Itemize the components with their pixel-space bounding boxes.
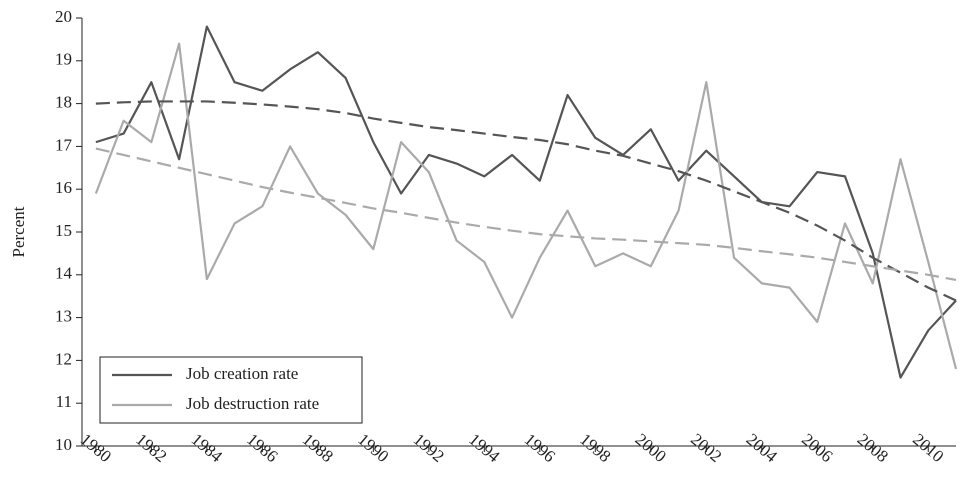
- legend-label: Job destruction rate: [186, 394, 319, 413]
- y-tick-label: 12: [55, 349, 72, 368]
- y-tick-label: 16: [55, 178, 72, 197]
- x-tick-label: 2004: [743, 430, 782, 467]
- y-tick-label: 10: [55, 435, 72, 454]
- y-tick-label: 19: [55, 50, 72, 69]
- x-tick-label: 2002: [687, 430, 725, 466]
- x-tick-label: 1998: [576, 430, 614, 466]
- x-tick-label: 2006: [798, 430, 836, 466]
- y-tick-label: 14: [55, 264, 73, 283]
- data-line: [94, 42, 958, 370]
- y-tick-label: 18: [55, 93, 72, 112]
- x-tick-label: 1996: [521, 430, 559, 466]
- x-tick-label: 1992: [410, 430, 448, 466]
- x-tick-label: 2000: [632, 430, 670, 466]
- y-axis-label: Percent: [9, 206, 28, 257]
- legend-box: [99, 356, 363, 424]
- x-tick-label: 1984: [188, 430, 227, 467]
- x-tick-label: 2010: [909, 430, 947, 466]
- trend-line: [95, 100, 957, 302]
- y-tick-label: 20: [55, 7, 72, 26]
- x-tick-label: 1994: [465, 430, 504, 467]
- y-tick-label: 15: [55, 221, 72, 240]
- y-tick-label: 17: [55, 135, 73, 154]
- trend-line: [95, 147, 957, 282]
- x-tick-label: 2008: [854, 430, 892, 466]
- x-tick-label: 1982: [132, 430, 170, 466]
- data-line: [95, 25, 957, 379]
- x-tick-label: 1986: [243, 430, 281, 466]
- y-tick-label: 13: [55, 307, 72, 326]
- legend-label: Job creation rate: [186, 364, 298, 383]
- y-tick-label: 11: [56, 392, 72, 411]
- x-tick-label: 1988: [299, 430, 337, 466]
- x-tick-label: 1990: [354, 430, 392, 466]
